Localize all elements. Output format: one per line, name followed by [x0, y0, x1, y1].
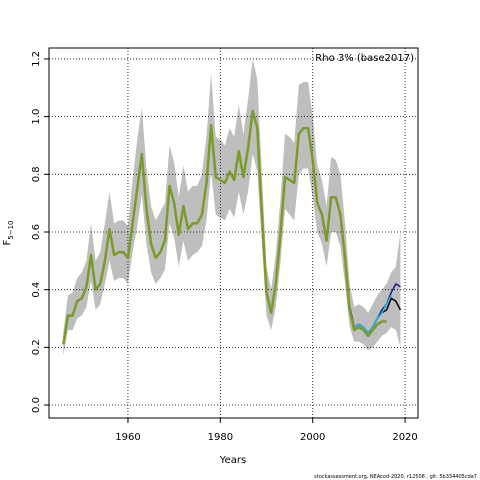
- y-tick-label: 0.6: [31, 224, 42, 240]
- y-tick-label: 0.4: [31, 282, 42, 298]
- footer: stockassessment.org, NEAcod-2020, r12508…: [314, 474, 477, 480]
- y-tick-label: 0.8: [31, 166, 42, 182]
- chart-title: Rho 3% (base2017): [315, 53, 414, 64]
- y-label-main: F: [2, 240, 13, 246]
- series-line: [62, 109, 387, 345]
- y-tick-label: 1.0: [31, 109, 42, 125]
- y-tick-label: 0.2: [31, 339, 42, 355]
- y-label-sub: 5−10: [7, 221, 15, 240]
- x-tick-label: 2020: [392, 432, 417, 443]
- x-axis-label: Years: [219, 455, 246, 466]
- x-tick-label: 1980: [208, 432, 233, 443]
- x-tick-label: 1960: [115, 432, 140, 443]
- x-tick-label: 2000: [300, 432, 325, 443]
- y-tick-label: 0.0: [31, 397, 42, 413]
- plot-frame: [48, 47, 419, 419]
- y-axis-label: F5−10: [2, 221, 15, 246]
- y-tick-label: 1.2: [31, 51, 42, 67]
- confidence-band: [63, 58, 401, 356]
